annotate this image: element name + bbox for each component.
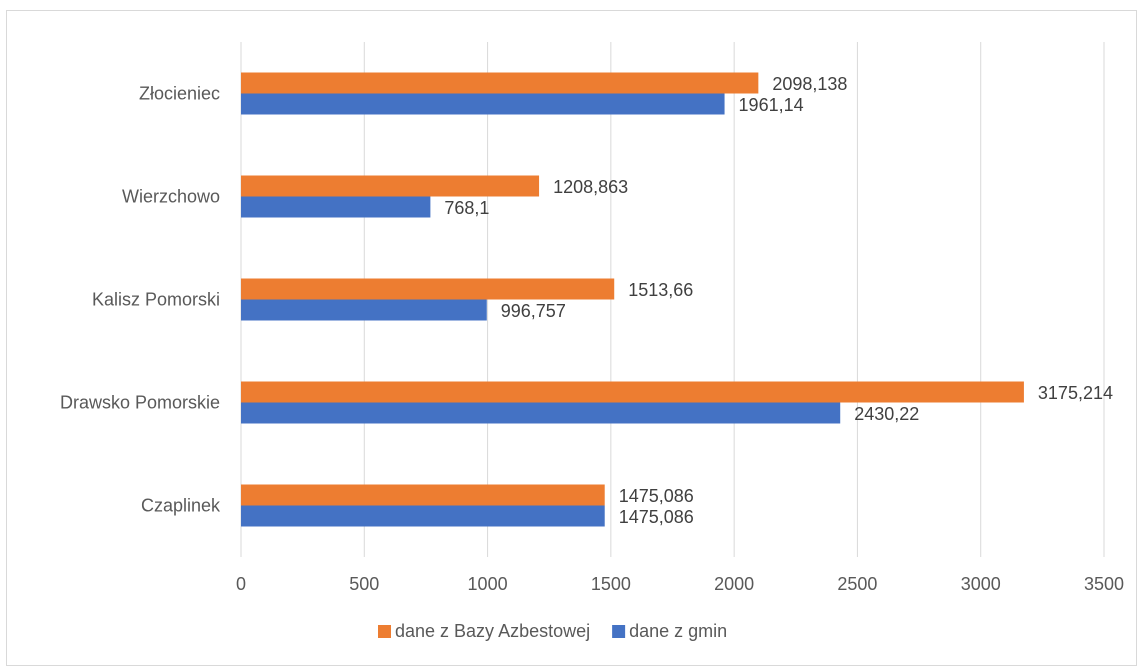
data-label: 1475,086: [619, 507, 694, 527]
gridlines: [240, 42, 1105, 557]
category-label: Kalisz Pomorski: [92, 290, 220, 310]
data-label: 1475,086: [619, 486, 694, 506]
data-label: 1208,863: [553, 177, 628, 197]
x-tick-label: 500: [349, 574, 379, 594]
bars: [241, 72, 1024, 527]
legend-swatch: [612, 625, 626, 638]
bar: [241, 299, 487, 321]
bar: [241, 72, 759, 94]
data-label: 996,757: [501, 301, 566, 321]
x-tick-label: 1000: [468, 574, 508, 594]
data-label: 768,1: [444, 198, 489, 218]
data-label: 1961,14: [739, 95, 804, 115]
legend-swatch: [378, 625, 391, 638]
bar: [241, 381, 1024, 403]
category-label: Czaplinek: [141, 496, 221, 516]
legend-label: dane z gmin: [629, 621, 727, 641]
bar: [241, 93, 725, 115]
data-label: 2098,138: [772, 74, 847, 94]
chart-frame: [6, 10, 1137, 666]
x-tick-label: 1500: [591, 574, 631, 594]
labels: 0 500 1000 1500 2000 2500 3000 3500 Złocieniec 20…: [60, 74, 1124, 594]
x-tick-label: 3000: [961, 574, 1001, 594]
bar: [241, 402, 841, 424]
data-label: 1513,66: [628, 280, 693, 300]
bar: [241, 484, 605, 506]
data-label: 2430,22: [854, 404, 919, 424]
bar: [241, 505, 605, 527]
category-label: Wierzchowo: [122, 187, 220, 207]
category-label: Złocieniec: [139, 84, 220, 104]
data-label: 3175,214: [1038, 383, 1113, 403]
legend: dane z Bazy Azbestowej dane z gmin: [378, 621, 727, 641]
bar: [241, 175, 540, 197]
x-tick-label: 2500: [837, 574, 877, 594]
x-tick-label: 3500: [1084, 574, 1124, 594]
category-label: Drawsko Pomorskie: [60, 393, 220, 413]
legend-label: dane z Bazy Azbestowej: [395, 621, 590, 641]
x-tick-label: 0: [236, 574, 246, 594]
bar: [241, 196, 431, 218]
x-tick-label: 2000: [714, 574, 754, 594]
bar: [241, 278, 615, 300]
